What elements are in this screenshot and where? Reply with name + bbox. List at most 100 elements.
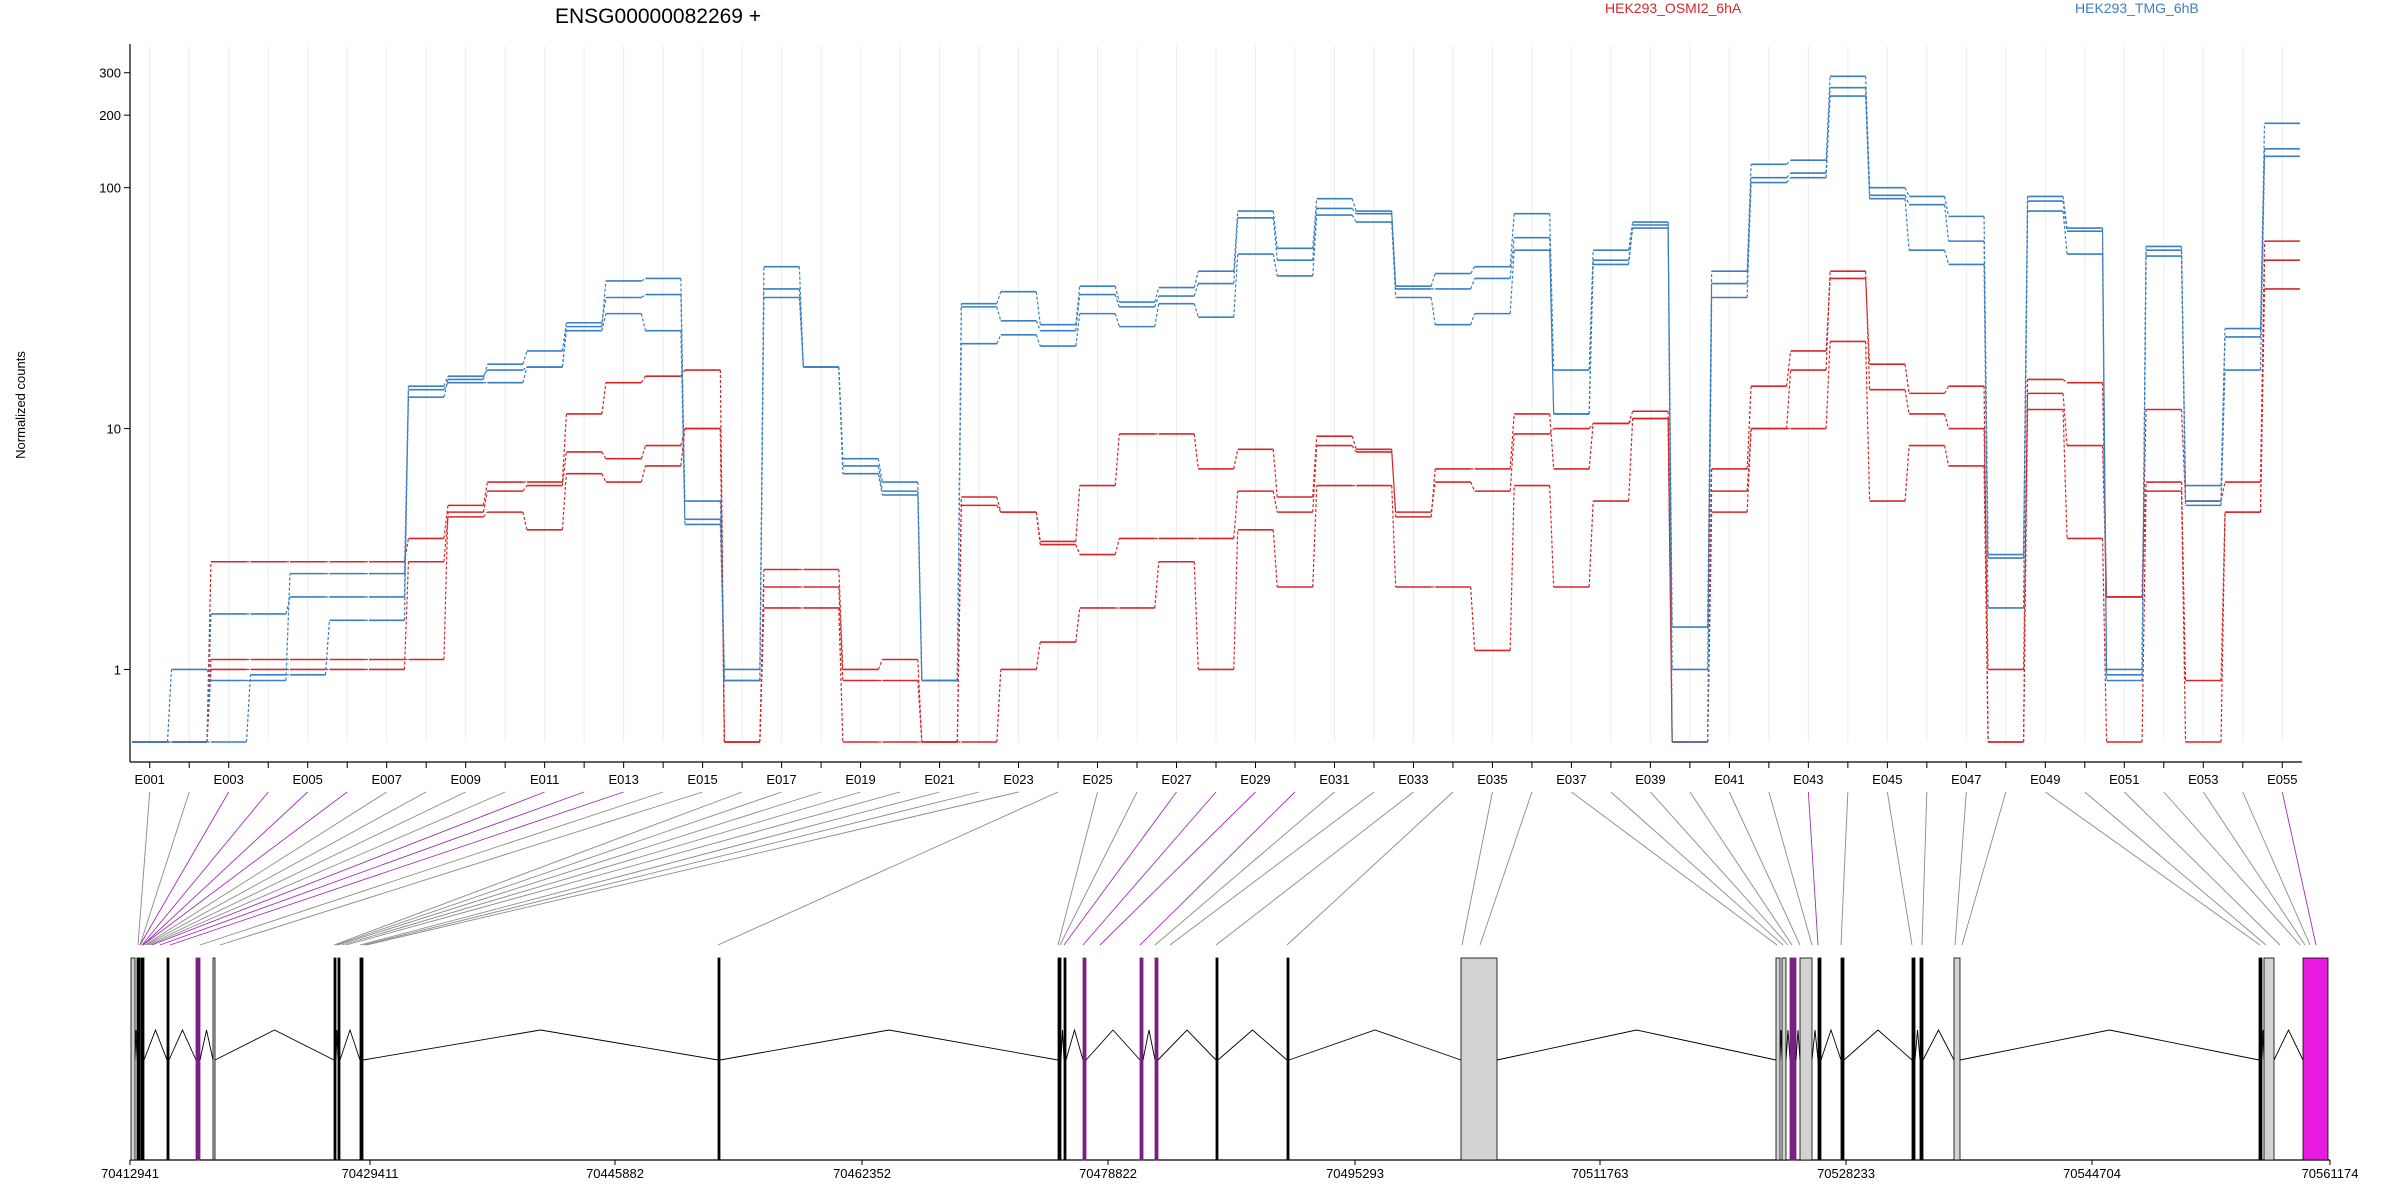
- x-tick-label: E011: [530, 772, 559, 787]
- series-link: [1075, 485, 1081, 542]
- series-link: [443, 379, 449, 398]
- exon: [1460, 957, 1498, 1161]
- series-link: [2259, 156, 2266, 371]
- series-link: [1707, 297, 1713, 743]
- series-link: [640, 445, 646, 459]
- series-link: [443, 375, 449, 387]
- series-link: [1035, 641, 1041, 670]
- x-tick-label: E033: [1398, 772, 1428, 787]
- series-link: [443, 512, 449, 660]
- exon-connector: [2045, 791, 2261, 946]
- series-link: [1509, 485, 1515, 651]
- series-link: [1588, 501, 1594, 588]
- genomic-tick-label: 70544704: [2063, 1166, 2121, 1181]
- exon: [2258, 957, 2263, 1161]
- exon: [1063, 957, 1067, 1161]
- exon-connector: [169, 791, 624, 946]
- exon: [1840, 957, 1845, 1161]
- series-link: [1904, 187, 1910, 197]
- series-link: [1509, 237, 1515, 279]
- series-link: [443, 382, 449, 391]
- series-link: [285, 573, 291, 681]
- series-link: [1391, 222, 1397, 298]
- y-tick-label: 200: [99, 108, 121, 123]
- exon-connector: [149, 791, 506, 946]
- exon-connector: [1768, 791, 1813, 946]
- exon: [1919, 957, 1924, 1161]
- series-link: [1707, 512, 1713, 743]
- x-tick-label: E009: [450, 772, 480, 787]
- series-link: [1272, 217, 1278, 261]
- series-link: [1272, 210, 1278, 249]
- series-link: [1233, 254, 1239, 318]
- series-link: [2101, 538, 2108, 743]
- series-link: [680, 428, 686, 446]
- series-link: [917, 680, 923, 743]
- series-link: [1114, 538, 1120, 555]
- exon-connector: [145, 791, 427, 946]
- exon: [1799, 957, 1813, 1161]
- series-link: [1154, 295, 1160, 308]
- series-link: [1943, 196, 1950, 217]
- exon: [140, 957, 145, 1161]
- series-link: [680, 369, 686, 377]
- series-link: [996, 669, 1002, 743]
- legend-osmi2: HEK293_OSMI2_6hA: [1605, 0, 1742, 16]
- x-tick-label: E013: [608, 772, 638, 787]
- series-link: [1549, 413, 1555, 469]
- series-link: [917, 494, 923, 681]
- series-link: [1509, 413, 1515, 469]
- series-link: [1549, 250, 1555, 414]
- exon-connector: [2242, 791, 2311, 946]
- series-link: [601, 313, 607, 331]
- x-tick-label: E049: [2030, 772, 2060, 787]
- exon-connector: [141, 791, 269, 946]
- intron: [362, 1029, 719, 1061]
- series-link: [1312, 214, 1318, 277]
- series-link: [601, 280, 607, 327]
- exon-connector: [1139, 791, 1296, 946]
- exon: [1789, 957, 1797, 1161]
- exon-connector: [2281, 791, 2317, 946]
- series-link: [1035, 334, 1041, 347]
- series-link: [522, 485, 528, 492]
- series-link: [1233, 529, 1239, 670]
- series-link: [1193, 271, 1199, 288]
- series-link: [877, 473, 883, 496]
- series-link: [1549, 428, 1555, 435]
- series-link: [1351, 435, 1357, 450]
- series-link: [1509, 250, 1515, 314]
- series-link: [719, 524, 725, 681]
- intron: [1496, 1029, 1777, 1061]
- exon-connector: [219, 791, 703, 946]
- series-link: [522, 350, 528, 365]
- series-link: [1944, 413, 1950, 429]
- series-link: [2259, 288, 2266, 513]
- exon-connector: [333, 791, 743, 946]
- y-tick-label: 1: [114, 662, 121, 677]
- series-link: [1193, 283, 1199, 297]
- series-link: [1628, 227, 1634, 265]
- x-tick-label: E039: [1635, 772, 1665, 787]
- x-tick-label: E029: [1240, 772, 1270, 787]
- x-tick-label: E019: [845, 772, 875, 787]
- exon-connector: [1063, 791, 1177, 946]
- series-link: [1865, 96, 1871, 199]
- series-link: [403, 389, 410, 621]
- exon-connector: [1154, 791, 1335, 946]
- series-link: [1470, 481, 1476, 492]
- intron: [1843, 1029, 1913, 1061]
- intron: [339, 1028, 361, 1061]
- x-tick-label: E031: [1319, 772, 1349, 787]
- series-link: [1075, 286, 1081, 325]
- exon-connector: [717, 791, 1059, 946]
- series-link: [759, 297, 765, 681]
- series-link: [1312, 436, 1318, 498]
- series-link: [1312, 208, 1318, 261]
- series-link: [1667, 228, 1673, 743]
- exon-connector: [1954, 791, 1967, 946]
- series-link: [601, 451, 607, 459]
- series-link: [2220, 370, 2226, 506]
- series-link: [1983, 465, 1989, 743]
